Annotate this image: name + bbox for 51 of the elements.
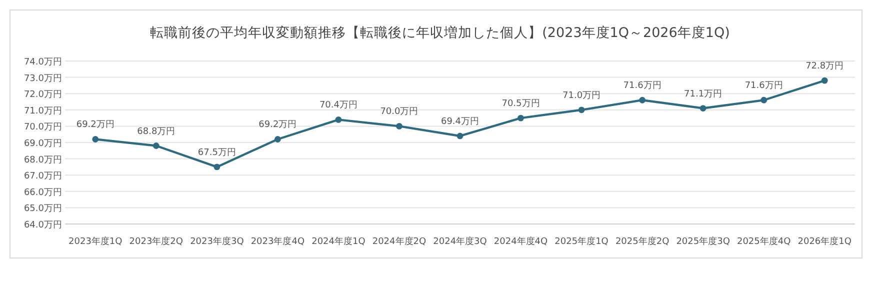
y-tick-label: 70.0万円 bbox=[24, 122, 62, 133]
x-tick-label: 2024年度2Q bbox=[372, 236, 426, 247]
x-tick-label: 2026年度1Q bbox=[798, 236, 852, 247]
point bbox=[700, 105, 706, 112]
point bbox=[396, 123, 402, 130]
y-tick-label: 68.0万円 bbox=[24, 155, 62, 166]
x-tick-label: 2023年度2Q bbox=[129, 236, 184, 247]
data-label: 71.0万円 bbox=[562, 90, 601, 101]
x-tick-label: 2023年度4Q bbox=[250, 236, 305, 247]
data-label: 70.4万円 bbox=[319, 100, 358, 111]
x-tick-label: 2024年度1Q bbox=[312, 236, 366, 247]
point bbox=[335, 116, 342, 123]
point bbox=[152, 142, 160, 149]
x-tick-label: 2025年度3Q bbox=[676, 236, 730, 247]
x-tick-label: 2023年度3Q bbox=[190, 236, 244, 247]
data-label: 71.1万円 bbox=[684, 89, 722, 100]
y-tick-label: 67.0万円 bbox=[24, 172, 62, 182]
point bbox=[518, 114, 524, 122]
y-tick-label: 66.0万円 bbox=[24, 188, 62, 198]
y-tick-label: 74.0万円 bbox=[24, 58, 62, 68]
y-tick-label: 65.0万円 bbox=[24, 204, 62, 214]
y-tick-label: 64.0万円 bbox=[24, 220, 62, 230]
data-label: 70.0万円 bbox=[380, 107, 418, 118]
chart-title: 転職前後の平均年収変動額推移【転職後に年収増加した個人】(2023年度1Q～2026年度1Q) bbox=[150, 24, 730, 41]
data-label: 67.5万円 bbox=[198, 148, 236, 158]
data-label: 72.8万円 bbox=[806, 62, 844, 72]
point bbox=[274, 136, 281, 142]
point bbox=[639, 96, 646, 104]
x-tick-label: 2024年度3Q bbox=[433, 236, 487, 247]
point bbox=[821, 77, 828, 84]
point bbox=[214, 164, 220, 170]
y-tick-label: 69.0万円 bbox=[24, 139, 62, 149]
y-tick-label: 73.0万円 bbox=[24, 74, 62, 84]
x-tick-label: 2025年度4Q bbox=[736, 236, 791, 247]
y-tick-label: 72.0万円 bbox=[24, 90, 62, 100]
y-tick-label: 71.0万円 bbox=[24, 106, 62, 116]
data-label: 70.5万円 bbox=[502, 99, 540, 110]
x-tick-label: 2025年度2Q bbox=[615, 236, 670, 247]
data-label: 71.6万円 bbox=[623, 81, 662, 92]
data-label: 69.2万円 bbox=[76, 120, 114, 130]
point bbox=[578, 106, 585, 114]
x-tick-label: 2023年度1Q bbox=[68, 236, 122, 247]
data-label: 68.8万円 bbox=[137, 126, 176, 137]
x-tick-label: 2024年度4Q bbox=[494, 236, 548, 247]
point bbox=[92, 136, 99, 142]
point bbox=[760, 96, 768, 104]
point bbox=[456, 132, 464, 140]
data-label: 69.2万円 bbox=[258, 120, 297, 130]
data-label: 69.4万円 bbox=[440, 116, 480, 127]
x-tick-label: 2025年度1Q bbox=[554, 236, 608, 247]
data-label: 71.6万円 bbox=[744, 81, 783, 92]
